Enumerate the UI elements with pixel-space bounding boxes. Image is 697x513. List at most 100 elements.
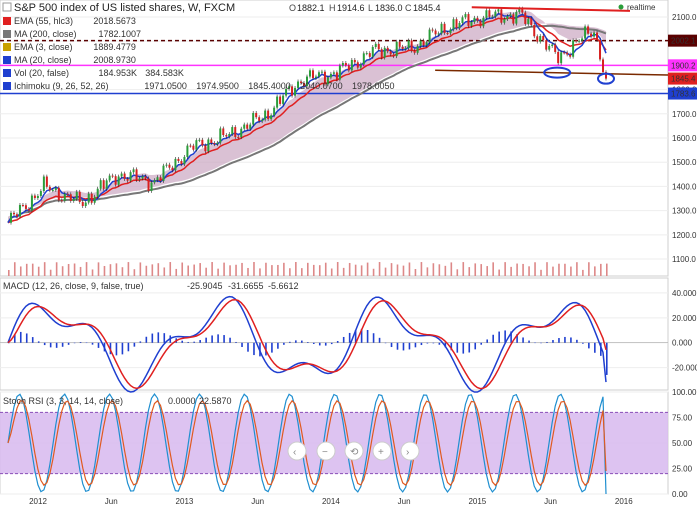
volume-bar bbox=[295, 262, 297, 276]
ellipse-annotation bbox=[543, 66, 572, 79]
chart-header: S&P 500 index of US listed shares, W, FX… bbox=[2, 2, 656, 14]
macd-histogram-bar bbox=[432, 342, 435, 344]
price-axis-tick: 1600.0 bbox=[672, 134, 697, 143]
candle-body bbox=[398, 41, 401, 47]
candle-body bbox=[323, 71, 326, 85]
candle-body bbox=[443, 23, 446, 33]
volume-bar bbox=[318, 265, 321, 276]
candle-body bbox=[126, 178, 129, 181]
candle-body bbox=[219, 128, 222, 143]
volume-bar bbox=[205, 267, 207, 276]
nav-scroll-left-icon[interactable] bbox=[287, 441, 307, 461]
volume-bar bbox=[49, 269, 52, 276]
volume-bar bbox=[360, 265, 363, 276]
candle-body bbox=[518, 8, 521, 12]
header-ohlc-high-value: 1914.6 bbox=[337, 3, 365, 13]
volume-bar bbox=[223, 262, 225, 276]
candle-body bbox=[12, 212, 15, 215]
macd-histogram-bar bbox=[564, 336, 566, 343]
macd-histogram-bar bbox=[348, 332, 351, 343]
chart-navigation[interactable]: ‹ − ⟲ + › bbox=[287, 441, 420, 461]
candle-body bbox=[545, 40, 548, 50]
candle-body bbox=[231, 127, 234, 135]
candle-body bbox=[93, 196, 96, 203]
volume-bar bbox=[534, 262, 536, 276]
macd-histogram-bar bbox=[295, 340, 297, 343]
candle-body bbox=[189, 145, 192, 147]
macd-histogram-bar bbox=[115, 342, 118, 356]
candle-body bbox=[276, 96, 279, 108]
stoch-panel bbox=[7, 392, 607, 495]
macd-histogram-bar bbox=[97, 342, 100, 348]
candle-body bbox=[48, 186, 51, 191]
stoch-axis-tick: 75.00 bbox=[672, 414, 693, 423]
candle-body bbox=[524, 12, 527, 24]
volume-bar bbox=[468, 267, 471, 276]
candle-body bbox=[389, 51, 392, 55]
stoch-d-line bbox=[7, 399, 607, 487]
volume-bar bbox=[43, 262, 46, 276]
macd-histogram-bar bbox=[283, 342, 285, 345]
candle-body bbox=[261, 119, 264, 122]
macd-histogram-bar bbox=[67, 342, 70, 345]
price-axis-tick: 1300.0 bbox=[672, 207, 697, 216]
volume-bar bbox=[576, 262, 578, 276]
nav-reset-icon[interactable] bbox=[344, 441, 364, 461]
candle-body bbox=[500, 9, 503, 23]
candle-body bbox=[87, 193, 90, 203]
volume-bar bbox=[480, 264, 483, 276]
legend-label: MA (20, close) bbox=[14, 55, 72, 65]
legend-value: 1978.0050 bbox=[352, 81, 395, 91]
volume-bar bbox=[277, 264, 279, 276]
volume-bar bbox=[336, 262, 339, 276]
candle-body bbox=[123, 173, 126, 179]
volume-bar bbox=[600, 263, 602, 276]
candle-body bbox=[186, 145, 189, 157]
candle-body bbox=[24, 205, 27, 209]
candle-body bbox=[365, 53, 368, 55]
header-collapse-arrow[interactable] bbox=[2, 2, 12, 12]
volume-bar bbox=[235, 264, 237, 276]
candle-body bbox=[150, 182, 153, 191]
volume-bar bbox=[402, 265, 405, 276]
macd-histogram-bar bbox=[516, 334, 518, 343]
candle-body bbox=[392, 54, 395, 57]
legend-value: 1974.9500 bbox=[196, 81, 239, 91]
nav-zoom-in-glyph: + bbox=[378, 447, 384, 458]
candle-body bbox=[237, 137, 240, 139]
nav-zoom-out-glyph: − bbox=[322, 447, 328, 458]
candle-body bbox=[425, 42, 428, 46]
volume-bar bbox=[8, 270, 10, 276]
candle-body bbox=[563, 52, 566, 54]
macd-histogram-bar bbox=[342, 336, 345, 343]
volume-bar bbox=[390, 263, 393, 276]
nav-scroll-right-icon[interactable] bbox=[400, 441, 420, 461]
candle-body bbox=[467, 14, 470, 26]
candle-body bbox=[464, 14, 467, 18]
candle-body bbox=[78, 191, 81, 202]
candle-body bbox=[374, 43, 377, 47]
legend-value: 2018.5673 bbox=[93, 16, 136, 26]
nav-zoom-out-icon[interactable] bbox=[316, 441, 336, 461]
candle-body bbox=[485, 10, 488, 18]
candle-body bbox=[99, 180, 102, 189]
macd-histogram-bar bbox=[498, 331, 500, 343]
volume-bar bbox=[372, 268, 375, 276]
macd-histogram-bar bbox=[223, 335, 225, 343]
macd-histogram-bar bbox=[426, 342, 429, 344]
macd-histogram-bar bbox=[438, 342, 441, 345]
legend-color-swatch bbox=[3, 43, 11, 51]
macd-histogram-bar bbox=[133, 342, 136, 347]
candle-body bbox=[497, 9, 500, 12]
price-axis-tick: 1700.0 bbox=[672, 110, 697, 119]
stoch-value-2: 22.5870 bbox=[199, 396, 232, 406]
macd-axis-tick: 0.000 bbox=[672, 339, 693, 348]
nav-zoom-in-icon[interactable] bbox=[372, 441, 392, 461]
volume-bar bbox=[594, 266, 596, 276]
macd-histogram-bar bbox=[360, 328, 363, 343]
candle-body bbox=[356, 62, 359, 68]
candle-body bbox=[243, 124, 246, 129]
candle-body bbox=[308, 70, 311, 77]
volume-bar bbox=[558, 263, 560, 276]
